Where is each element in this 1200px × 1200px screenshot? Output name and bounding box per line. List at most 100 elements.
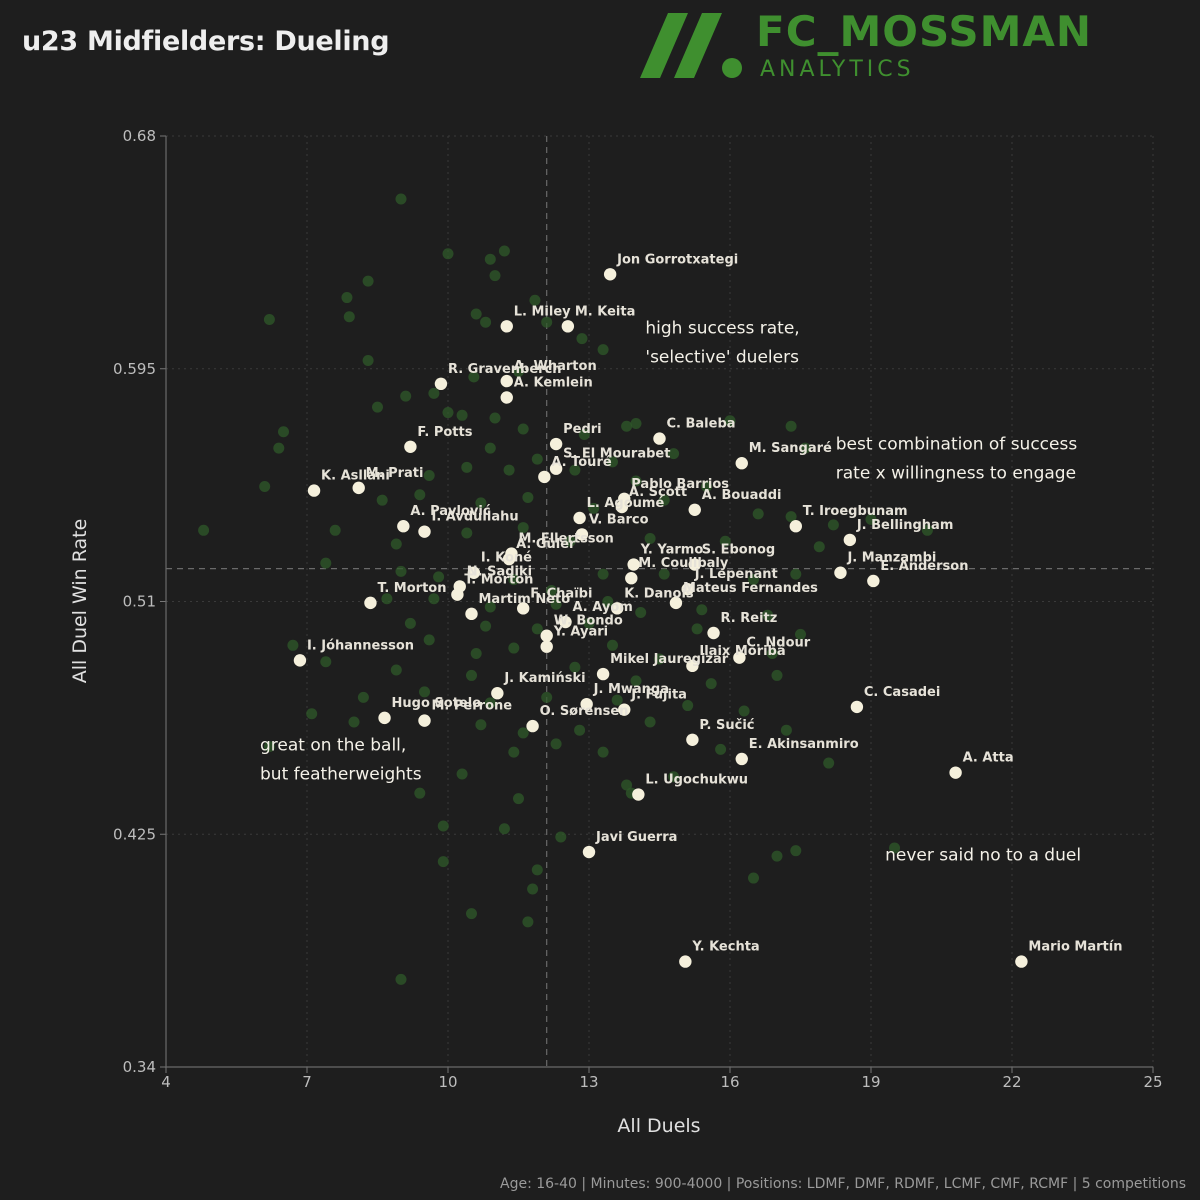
point-label: Y. Kechta [691,940,759,955]
background-point [498,245,510,257]
highlight-point [627,558,640,571]
point-label: Hugo Sotelo [392,696,482,711]
highlight-point [686,733,699,746]
annotation-text: great on the ball, [260,736,406,756]
background-point [423,634,435,646]
highlight-point [538,470,551,484]
background-point [423,470,435,482]
highlight-point [582,845,596,859]
background-point [404,617,416,629]
highlight-point [1015,955,1028,968]
point-label: A. Güler [516,537,576,552]
point-label: A. Scott [629,485,687,500]
background-point [550,598,562,610]
point-label: M. Sangaré [749,441,832,456]
point-label: C. Ndour [746,636,810,651]
background-point [395,565,407,577]
background-point [498,823,510,835]
highlight-point [573,511,586,525]
point-label: R. Gravenberch [448,362,562,377]
background-point [790,845,802,857]
highlight-point [615,500,629,514]
background-point [198,524,210,536]
background-point [433,571,445,583]
background-point [602,596,614,607]
highlight-point [850,700,864,714]
background-point [921,524,933,536]
point-label: T. Morton [377,581,446,596]
logo-mark-dot [722,58,742,78]
point-label: J. Manzambi [846,551,936,566]
background-point [771,669,783,681]
y-tick-label: 0.34 [123,1058,156,1076]
point-label: R. Reitz [721,611,778,626]
highlight-point [378,711,391,725]
background-point [738,705,750,717]
background-point [658,494,670,506]
highlight-point [834,566,847,579]
background-point [489,270,501,282]
x-tick-label: 7 [302,1073,312,1091]
point-label: E. Akinsanmiro [749,737,859,752]
point-label: A. Kemlein [514,376,593,391]
point-label: C. Baleba [667,417,736,432]
x-tick-label: 4 [161,1073,171,1091]
chart-title: u23 Midfielders: Dueling [22,26,390,57]
background-point [569,661,581,673]
highlight-point [434,377,448,391]
highlight-point [735,457,748,470]
background-point [564,535,576,547]
background-point [414,489,426,501]
annotation-text: 'selective' duelers [645,348,799,368]
background-point [517,727,529,739]
highlight-point [540,629,553,642]
logo-mark-right [674,13,722,78]
y-axis-label: All Duel Win Rate [69,519,91,684]
point-label: C. Casadei [864,685,940,700]
highlight-point [686,659,699,673]
point-label: W. Bondo [554,614,623,629]
point-label: T. Morton [464,573,533,588]
highlighted-points [293,268,1028,968]
background-point [545,585,557,597]
background-point [541,691,553,703]
background-point [508,574,520,586]
background-point [696,604,708,616]
highlight-point [517,602,530,615]
background-point [827,519,839,531]
background-point [400,390,412,402]
background-point [785,511,797,523]
background-point [480,620,492,632]
background-point [484,697,496,709]
background-point [390,538,402,550]
point-label: J. Mwanga [593,682,669,697]
point-label: Y. Ayari [553,625,608,640]
background-point [503,464,515,476]
background-point [715,743,727,755]
point-label: M. Prati [366,466,424,481]
point-label: K. Danois [624,586,694,601]
logo-brand-text: FC_MOSSMAN [756,8,1092,56]
point-label: M. Coulibaly [638,556,729,571]
background-point [799,442,811,454]
highlight-point [467,566,481,579]
background-point [343,311,355,323]
background-point [456,768,468,780]
background-point [785,420,797,432]
y-tick-label: 0.595 [113,360,156,378]
background-point [795,628,806,640]
reference-lines [166,136,1153,1067]
background-point [395,973,407,985]
highlight-point [632,788,645,801]
background-point [644,716,656,728]
background-point [569,464,581,476]
point-label: O. Sørensen [540,704,629,719]
background-point [654,653,665,665]
background-point [766,648,778,660]
highlight-point [580,697,593,711]
point-label: M. Perrone [432,699,513,714]
x-axis-label: All Duels [617,1115,700,1137]
x-tick-label: 16 [720,1073,739,1091]
background-point [644,533,656,545]
